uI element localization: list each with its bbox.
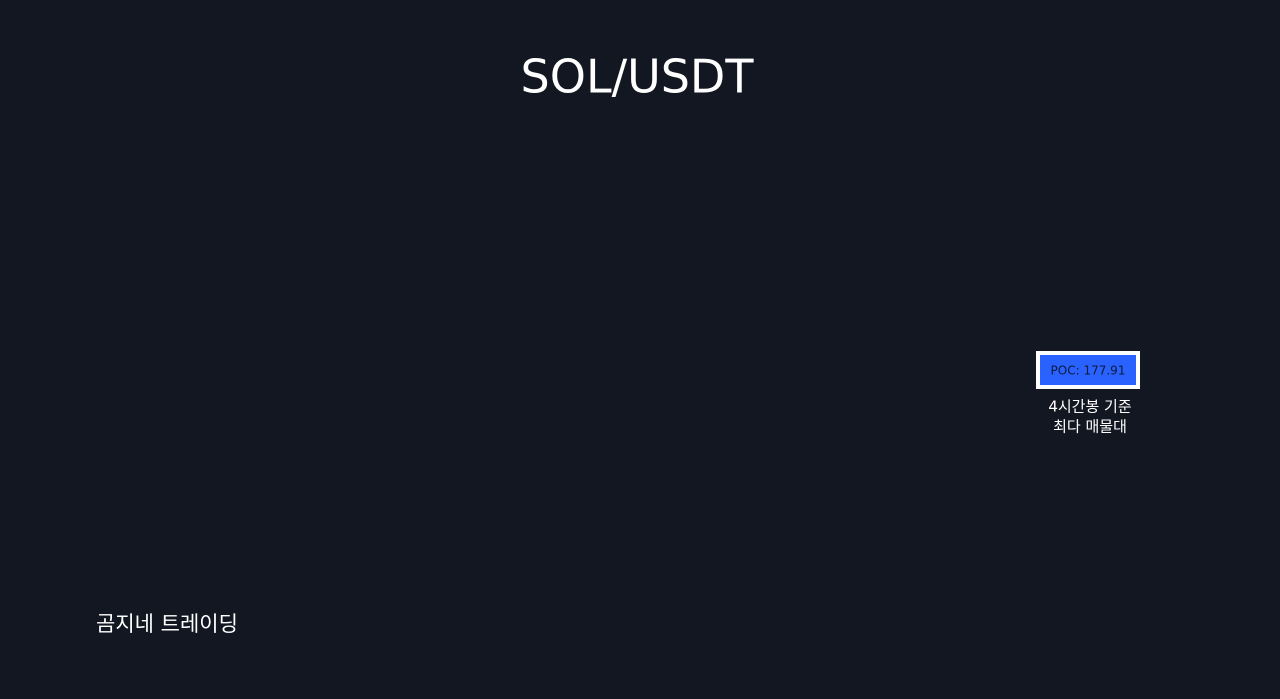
chart-title: SOL/USDT xyxy=(521,50,755,104)
watermark: 곰지네 트레이딩 xyxy=(96,612,238,636)
poc-note: 4시간봉 기준 xyxy=(1048,398,1132,416)
poc-callout: POC: 177.91 4시간봉 기준 최다 매물대 xyxy=(1036,351,1140,436)
poc-box xyxy=(1040,355,1136,385)
poc-note: 최다 매물대 xyxy=(1053,418,1127,436)
poc-label: POC: 177.91 xyxy=(1051,364,1126,378)
